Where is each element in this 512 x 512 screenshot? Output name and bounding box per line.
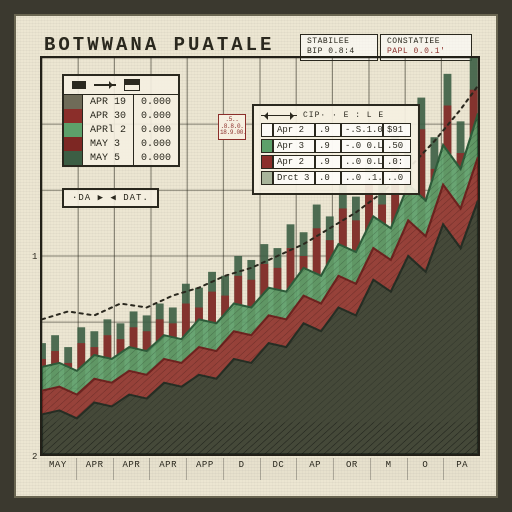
badge-line1: CONSTATIEE (387, 37, 465, 47)
legend-date: MAY 3 (83, 137, 134, 151)
legend-swatch (64, 123, 82, 137)
legend-value: 0.000 (134, 123, 179, 137)
legend-cell: -.S.1.00 (341, 123, 383, 137)
legend-cell: ..0 .1.0. (341, 171, 383, 185)
legend-cell: .0 (315, 171, 341, 185)
legend-price: CIP· · E : L E Apr 2.9-.S.1.00$91Apr 3.9… (252, 104, 420, 195)
legend-row: MAY 50.000 (83, 151, 178, 165)
legend-cell: Drct 3 (273, 171, 315, 185)
legend-cell: .9 (315, 155, 341, 169)
legend-dates-table: APR 190.000APR 300.000APRl 20.000MAY 30.… (83, 95, 178, 165)
legend-value: 0.000 (134, 151, 179, 165)
currency-chart-card: BOTWWANA PUATALE STABILEE BIP 0.8:4 CONS… (0, 0, 512, 512)
legend-cell: Apr 2 (273, 123, 315, 137)
badge-line1: STABILEE (307, 37, 371, 47)
arrow-right-icon (94, 84, 116, 86)
x-tick: O (407, 458, 444, 480)
legend-value: 0.000 (134, 95, 179, 109)
legend-swatch (261, 123, 273, 137)
legend-row: APRl 20.000 (83, 123, 178, 137)
x-tick: APP (186, 458, 223, 480)
bidirectional-arrow-icon (261, 115, 297, 117)
legend-cell: .50 (383, 139, 411, 153)
legend-row: APR 190.000 (83, 95, 178, 109)
flag-icon (124, 79, 140, 91)
legend-date: APR 19 (83, 95, 134, 109)
legend-row: MAY 30.000 (83, 137, 178, 151)
legend-date: APR 30 (83, 109, 134, 123)
x-tick: APR (113, 458, 150, 480)
legend-cell: .9 (315, 123, 341, 137)
red-mini-calendar: .5.. .8.8.0. 18.9.00. (218, 114, 246, 140)
legend-swatch (64, 151, 82, 165)
legend-date: MAY 5 (83, 151, 134, 165)
legend-cell: ..0 0.L.. (341, 155, 383, 169)
x-tick: OR (333, 458, 370, 480)
da-arrows: ·DA ▶ ◀ DAT. (62, 188, 159, 208)
x-tick: APR (76, 458, 113, 480)
legend-dates: APR 190.000APR 300.000APRl 20.000MAY 30.… (62, 74, 180, 167)
legend-swatch (261, 155, 273, 169)
x-tick: APR (149, 458, 186, 480)
chart-title: BOTWWANA PUATALE (44, 34, 274, 56)
legend-cell: $91 (383, 123, 411, 137)
legend-price-row: Apr 2.9-.S.1.00$91 (261, 123, 411, 137)
legend-price-row: Apr 3.9-.0 0.L0.50 (261, 139, 411, 153)
chart-paper: BOTWWANA PUATALE STABILEE BIP 0.8:4 CONS… (14, 14, 498, 498)
legend-row: APR 300.000 (83, 109, 178, 123)
legend-date: APRl 2 (83, 123, 134, 137)
x-axis: MAYAPRAPRAPRAPPDDCAPORMOPA (40, 458, 480, 480)
x-tick: M (370, 458, 407, 480)
legend-swatch-col (64, 95, 83, 165)
legend-price-title: CIP· · E : L E (303, 111, 384, 120)
x-tick: D (223, 458, 260, 480)
x-tick: PA (443, 458, 480, 480)
legend-price-row: Apr 2.9..0 0.L...0: (261, 155, 411, 169)
legend-swatch (64, 137, 82, 151)
legend-dates-body: APR 190.000APR 300.000APRl 20.000MAY 30.… (64, 95, 178, 165)
swatch-icon (72, 81, 86, 89)
legend-swatch (64, 109, 82, 123)
legend-cell: .9 (315, 139, 341, 153)
legend-swatch (261, 171, 273, 185)
y-tick: 1 (32, 252, 37, 262)
legend-swatch (64, 95, 82, 109)
y-tick: 2 (32, 452, 37, 462)
legend-value: 0.000 (134, 137, 179, 151)
legend-price-row: Drct 3.0..0 .1.0...0 (261, 171, 411, 185)
legend-price-rows: Apr 2.9-.S.1.00$91Apr 3.9-.0 0.L0.50Apr … (261, 123, 411, 185)
legend-price-header: CIP· · E : L E (261, 111, 411, 120)
x-tick: DC (260, 458, 297, 480)
x-tick: MAY (40, 458, 76, 480)
legend-cell: -.0 0.L0 (341, 139, 383, 153)
legend-cell: Apr 2 (273, 155, 315, 169)
legend-swatch (261, 139, 273, 153)
legend-value: 0.000 (134, 109, 179, 123)
legend-cell: .0: (383, 155, 411, 169)
legend-cell: Apr 3 (273, 139, 315, 153)
legend-cell: ..0 (383, 171, 411, 185)
plot-area: APR 190.000APR 300.000APRl 20.000MAY 30.… (40, 56, 480, 456)
legend-dates-header (64, 76, 178, 95)
x-tick: AP (296, 458, 333, 480)
